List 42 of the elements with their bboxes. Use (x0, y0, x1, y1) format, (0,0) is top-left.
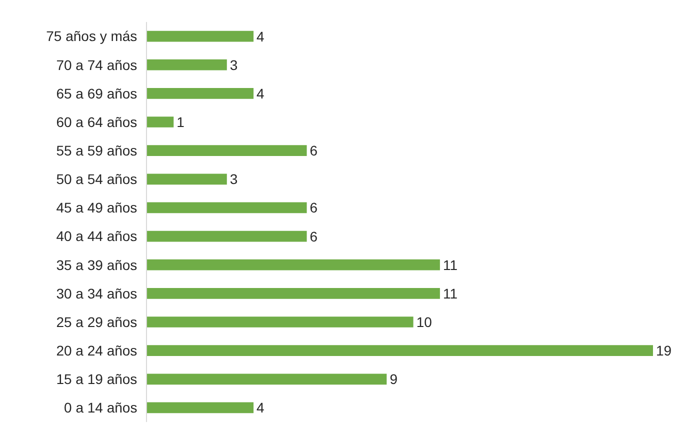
data-label: 4 (256, 28, 265, 44)
data-label: 6 (310, 142, 318, 159)
y-tick-label: 20 a 24 años (56, 342, 138, 358)
data-label: 6 (310, 228, 318, 244)
y-tick-label: 15 a 19 años (56, 371, 138, 388)
y-tick-label: 40 a 44 años (56, 228, 138, 244)
y-tick-label: 75 años y más (46, 28, 138, 44)
bar (147, 116, 174, 128)
bar (147, 30, 254, 42)
data-label: 11 (442, 285, 458, 302)
y-tick-label: 55 a 59 años (56, 142, 138, 158)
bar (147, 402, 254, 414)
data-label: 6 (310, 200, 318, 216)
y-tick-label: 0 a 14 años (64, 400, 138, 416)
bar (147, 288, 440, 299)
bar (147, 88, 254, 99)
data-label: 1 (176, 114, 185, 130)
y-tick-label: 30 a 34 años (56, 285, 138, 302)
y-tick-label: 35 a 39 años (56, 256, 138, 273)
data-label: 10 (416, 314, 432, 330)
y-tick-label: 70 a 74 años (56, 56, 138, 73)
data-label: 19 (656, 342, 672, 359)
bar (147, 259, 440, 270)
bar (147, 59, 227, 70)
bar (147, 202, 307, 214)
y-tick-label: 45 a 49 años (56, 200, 138, 216)
bar (147, 230, 307, 242)
bar (147, 374, 387, 385)
y-tick-label: 50 a 54 años (56, 171, 138, 188)
data-label: 9 (390, 371, 398, 388)
y-tick-label: 60 a 64 años (56, 114, 138, 130)
data-label: 3 (230, 171, 238, 188)
y-tick-label: 65 a 69 años (56, 85, 138, 102)
bar (147, 145, 307, 156)
bar (147, 345, 653, 356)
data-label: 11 (442, 256, 458, 273)
data-label: 4 (256, 400, 265, 416)
bar (147, 316, 414, 328)
data-label: 3 (230, 56, 238, 73)
bar (147, 174, 227, 185)
data-label: 4 (256, 85, 265, 102)
y-tick-label: 25 a 29 años (56, 314, 138, 330)
